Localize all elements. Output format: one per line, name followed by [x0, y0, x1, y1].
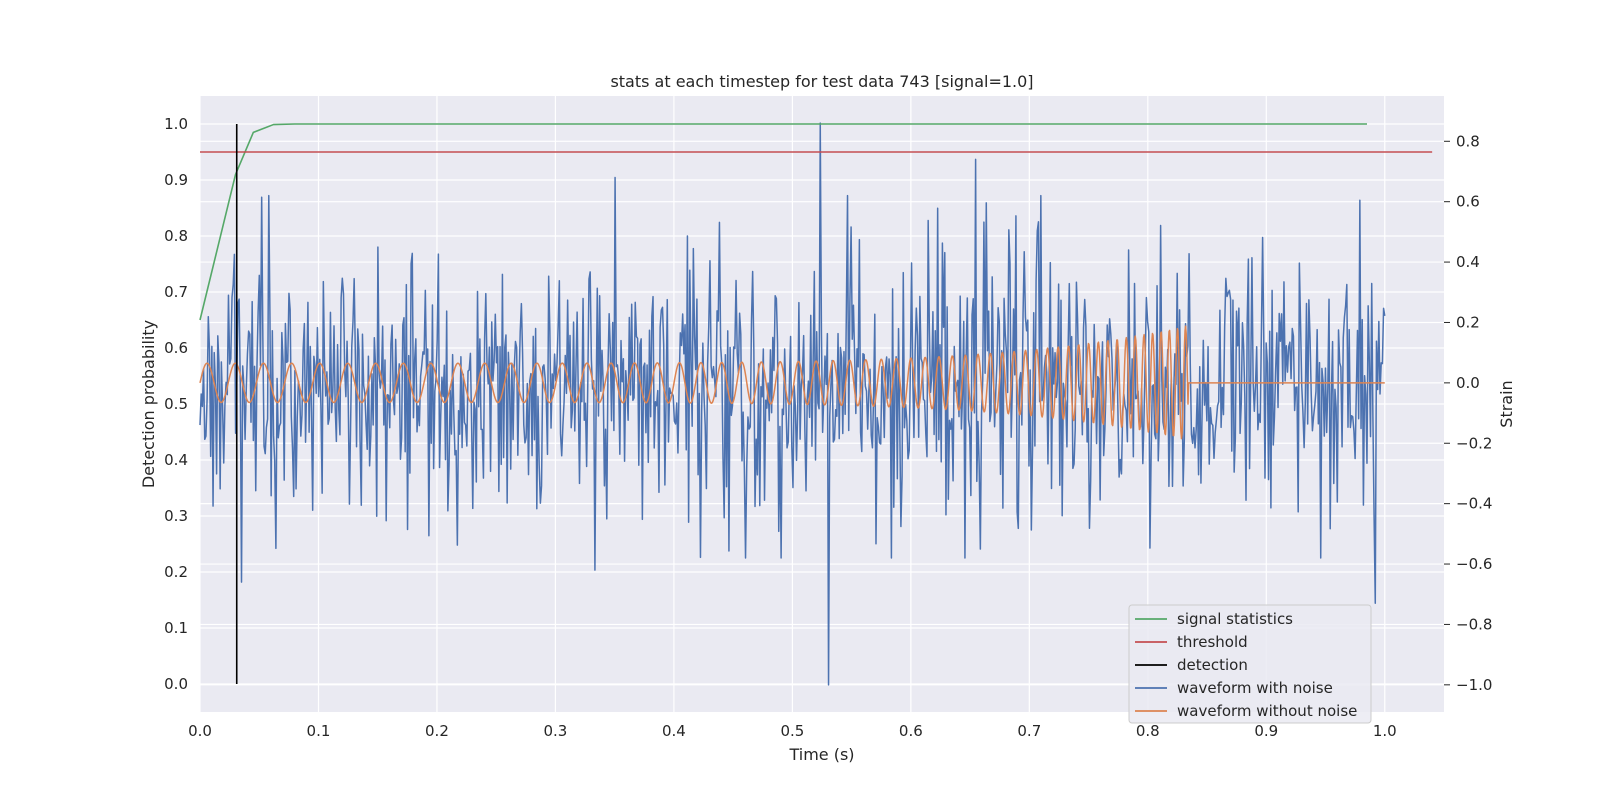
y-right-tick-label: 0.2	[1456, 313, 1480, 331]
legend: signal statistics threshold detection wavef…	[1128, 604, 1372, 724]
tick-labels: 0.0 0.1 0.2 0.3 0.4 0.5 0.6 0.7 0.8 0.9 1.0 0.0 0.1 0…	[164, 115, 1492, 740]
y-left-tick-label: 0.2	[164, 563, 188, 581]
x-tick-label: 0.3	[543, 722, 567, 740]
y-axis-right-label: Strain	[1497, 380, 1516, 427]
y-right-tick-label: 0.4	[1456, 253, 1480, 271]
legend-label: threshold	[1177, 633, 1248, 651]
x-tick-label: 0.8	[1136, 722, 1160, 740]
y-left-tick-label: 1.0	[164, 115, 188, 133]
y-left-tick-label: 0.7	[164, 283, 188, 301]
chart-title: stats at each timestep for test data 743…	[610, 72, 1033, 91]
y-left-tick-label: 0.1	[164, 619, 188, 637]
x-tick-label: 0.4	[662, 722, 686, 740]
y-right-tick-label: −0.6	[1456, 555, 1492, 573]
x-tick-label: 0.7	[1017, 722, 1041, 740]
legend-label: waveform with noise	[1177, 679, 1333, 697]
x-tick-label: 0.5	[780, 722, 804, 740]
y-right-tick-label: −1.0	[1456, 676, 1492, 694]
y-right-tick-label: 0.6	[1456, 193, 1480, 211]
x-tick-label: 1.0	[1373, 722, 1397, 740]
y-right-tick-label: 0.0	[1456, 374, 1480, 392]
y-right-tick-label: 0.8	[1456, 132, 1480, 150]
y-right-tick-label: −0.2	[1456, 434, 1492, 452]
y-left-tick-label: 0.8	[164, 227, 188, 245]
x-tick-label: 0.1	[307, 722, 331, 740]
y-right-tick-label: −0.4	[1456, 495, 1492, 513]
y-left-tick-label: 0.0	[164, 675, 188, 693]
x-axis-label: Time (s)	[788, 745, 854, 764]
series-layer	[199, 122, 1433, 686]
legend-label: detection	[1177, 656, 1248, 674]
x-tick-label: 0.0	[188, 722, 212, 740]
y-left-tick-label: 0.9	[164, 171, 188, 189]
y-axis-left-label: Detection probability	[139, 320, 158, 488]
series-line-waveform-without-noise	[199, 325, 1385, 440]
y-left-tick-label: 0.6	[164, 339, 188, 357]
y-right-tick-label: −0.8	[1456, 615, 1492, 633]
x-tick-label: 0.9	[1254, 722, 1278, 740]
y-left-tick-label: 0.4	[164, 451, 188, 469]
series-line-signal-statistics	[199, 123, 1367, 321]
x-tick-label: 0.6	[899, 722, 923, 740]
x-tick-label: 0.2	[425, 722, 449, 740]
y-left-tick-label: 0.5	[164, 395, 188, 413]
y-left-tick-label: 0.3	[164, 507, 188, 525]
legend-label: waveform without noise	[1177, 702, 1357, 720]
legend-label: signal statistics	[1177, 610, 1293, 628]
legend-box	[1128, 604, 1372, 724]
